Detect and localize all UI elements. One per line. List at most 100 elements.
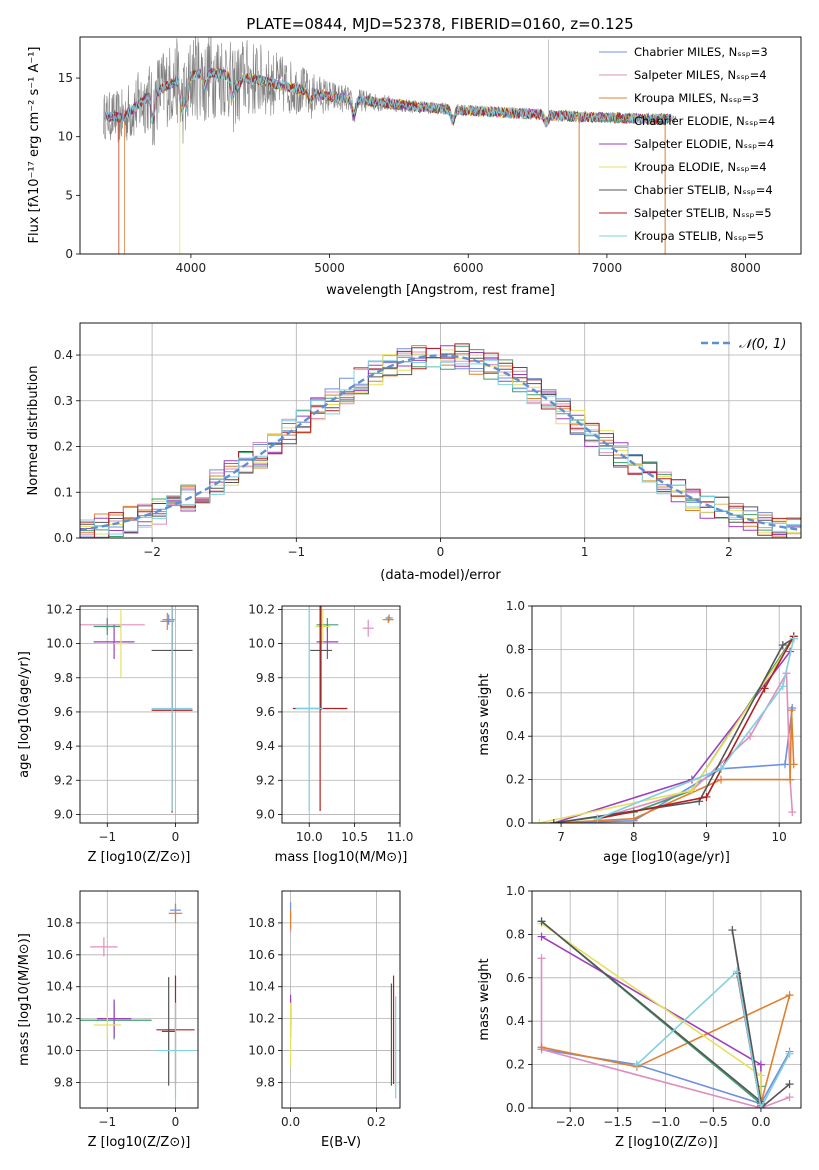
x-tick-label: 4000 bbox=[176, 261, 207, 275]
x-axis-label: mass [log10(M/M⊙)] bbox=[275, 850, 408, 865]
x-tick-label: 8000 bbox=[730, 261, 761, 275]
data-point-marker bbox=[717, 775, 726, 784]
legend-entry: Salpeter ELODIE, Nₛₛₚ=4 bbox=[634, 137, 774, 151]
x-tick-label: 10.5 bbox=[341, 830, 368, 844]
spectrum-title: PLATE=0844, MJD=52378, FIBERID=0160, z=0… bbox=[246, 15, 633, 33]
data-point-marker bbox=[788, 808, 797, 817]
legend-entry: Salpeter MILES, Nₛₛₚ=4 bbox=[634, 68, 767, 82]
x-axis-label: E(B-V) bbox=[321, 1135, 361, 1150]
y-tick-label: 0.1 bbox=[54, 485, 73, 499]
data-point-marker bbox=[702, 792, 711, 801]
plot-area bbox=[80, 343, 801, 538]
y-tick-label: 9.6 bbox=[256, 705, 275, 719]
x-tick-label: −1 bbox=[287, 545, 305, 559]
plot-area bbox=[537, 917, 794, 1108]
x-tick-label: 9 bbox=[703, 830, 711, 844]
y-tick-label: 0.8 bbox=[506, 927, 525, 941]
legend-entry: 𝒩(0, 1) bbox=[739, 337, 786, 352]
data-point-marker bbox=[537, 954, 546, 963]
x-axis-label: age [log10(age/yr)] bbox=[603, 850, 730, 865]
axes-frame bbox=[281, 605, 401, 824]
axes-frame bbox=[79, 36, 802, 255]
legend-entry: Chabrier ELODIE, Nₛₛₚ=4 bbox=[634, 114, 775, 128]
y-tick-label: 0.6 bbox=[506, 971, 525, 985]
residual-histogram-panel: −2 −1 0 1 2 0.0 0.1 0.2 0.3 0.4 (data-model)/error… bbox=[26, 322, 802, 583]
data-point-marker bbox=[537, 932, 546, 941]
mass-vs-metallicity-panel: −1 0 9.8 10.0 10.2 10.4 10.6 10.8 Z [log10(Z/Z⊙)… bbox=[17, 890, 199, 1150]
legend-entry: Chabrier MILES, Nₛₛₚ=3 bbox=[634, 45, 768, 59]
y-tick-label: 0.0 bbox=[54, 531, 73, 545]
y-tick-label: 9.4 bbox=[256, 739, 275, 753]
y-tick-label: 9.2 bbox=[256, 773, 275, 787]
y-axis-label: mass [log10(M/M⊙)] bbox=[17, 933, 32, 1066]
data-point-marker bbox=[785, 1080, 794, 1089]
age-vs-metallicity-panel: −1 0 9.0 9.2 9.4 9.6 9.8 10.0 10.2 Z [log10(Z/Z⊙)… bbox=[17, 602, 199, 865]
axes-frame bbox=[79, 605, 199, 824]
y-axis-label: Normed distribution bbox=[26, 366, 41, 496]
y-tick-label: 10.0 bbox=[46, 1044, 73, 1058]
data-point-marker bbox=[787, 706, 796, 715]
axes-frame bbox=[281, 890, 401, 1109]
y-tick-label: 9.8 bbox=[256, 1075, 275, 1089]
data-point-marker bbox=[535, 819, 544, 823]
data-point-marker bbox=[733, 967, 742, 976]
plot-area bbox=[292, 606, 394, 812]
y-tick-label: 10 bbox=[58, 130, 73, 144]
plot-area bbox=[80, 606, 193, 813]
data-point-marker bbox=[778, 682, 787, 691]
data-point-marker bbox=[549, 819, 558, 823]
x-tick-label: −2.0 bbox=[556, 1115, 585, 1129]
x-tick-label: 0 bbox=[172, 830, 180, 844]
data-point-marker bbox=[760, 684, 769, 693]
x-tick-label: 0 bbox=[437, 545, 445, 559]
mass-weight-vs-age-panel: 7 8 9 10 0.0 0.2 0.4 0.6 0.8 1.0 age [log10(age/yr… bbox=[477, 599, 802, 865]
y-tick-label: 10.0 bbox=[46, 637, 73, 651]
x-tick-label: 0.0 bbox=[751, 1115, 770, 1129]
mass-weight-line bbox=[541, 993, 791, 1104]
plot-area bbox=[289, 902, 397, 1099]
data-point-marker bbox=[537, 917, 546, 926]
y-tick-label: 10.6 bbox=[46, 948, 73, 962]
x-tick-label: 10.0 bbox=[296, 830, 323, 844]
spectrum-panel: 4000 5000 6000 7000 8000 0 5 10 15 wavelength [An… bbox=[27, 36, 802, 298]
x-tick-label: 5000 bbox=[314, 261, 345, 275]
data-point-marker bbox=[746, 732, 755, 741]
y-tick-label: 0.2 bbox=[54, 440, 73, 454]
x-axis-label: Z [log10(Z/Z⊙)] bbox=[88, 1135, 191, 1150]
y-tick-label: 9.8 bbox=[54, 671, 73, 685]
x-tick-label: 0.2 bbox=[367, 1115, 386, 1129]
data-point-marker bbox=[785, 991, 794, 1000]
plot-area bbox=[535, 632, 798, 823]
y-tick-label: 10.2 bbox=[46, 1012, 73, 1026]
y-tick-label: 15 bbox=[58, 71, 73, 85]
y-tick-label: 10.2 bbox=[248, 1012, 275, 1026]
x-axis-label: wavelength [Angstrom, rest frame] bbox=[326, 283, 555, 298]
y-tick-label: 10.4 bbox=[248, 980, 275, 994]
x-axis-label: Z [log10(Z/Z⊙)] bbox=[88, 850, 191, 865]
y-tick-label: 10.6 bbox=[248, 948, 275, 962]
mass-weight-line bbox=[597, 638, 795, 820]
x-tick-label: −1.0 bbox=[651, 1115, 680, 1129]
data-point-marker bbox=[785, 1049, 794, 1058]
gaussian-curve bbox=[80, 354, 801, 532]
y-tick-label: 9.2 bbox=[54, 773, 73, 787]
x-tick-label: 8 bbox=[630, 830, 638, 844]
y-axis-label: age [log10(age/yr)] bbox=[17, 651, 32, 778]
age-vs-mass-panel: 10.0 10.5 11.0 9.0 9.2 9.4 9.6 9.8 10.0 10.2 mass … bbox=[248, 602, 413, 865]
data-point-marker bbox=[786, 775, 795, 784]
y-tick-label: 10.8 bbox=[46, 916, 73, 930]
y-tick-label: 0 bbox=[65, 247, 73, 261]
x-tick-label: −2 bbox=[143, 545, 161, 559]
model-spectrum-line bbox=[104, 68, 672, 125]
legend-entry: Kroupa MILES, Nₛₛₚ=3 bbox=[634, 91, 759, 105]
y-tick-label: 0.4 bbox=[506, 729, 525, 743]
mass-weight-line bbox=[540, 958, 790, 1108]
x-tick-label: 0.0 bbox=[281, 1115, 300, 1129]
y-tick-label: 9.8 bbox=[256, 671, 275, 685]
model-spectrum-line bbox=[179, 67, 672, 254]
mass-weight-line bbox=[636, 969, 791, 1108]
y-tick-label: 9.8 bbox=[54, 1075, 73, 1089]
legend-entry: Chabrier STELIB, Nₛₛₚ=4 bbox=[634, 183, 773, 197]
x-tick-label: 1 bbox=[581, 545, 589, 559]
y-tick-label: 0.2 bbox=[506, 1058, 525, 1072]
